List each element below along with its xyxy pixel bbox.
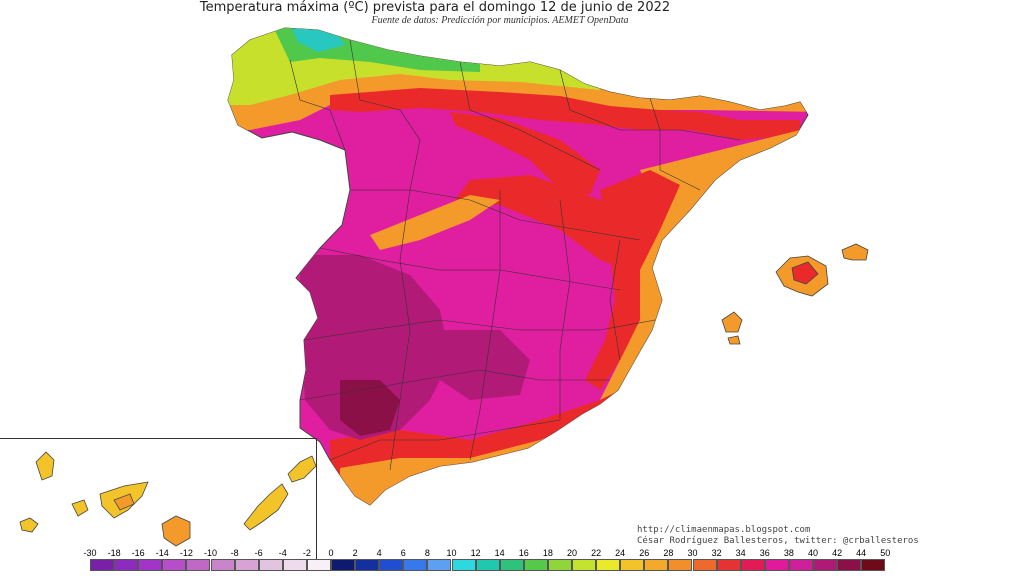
legend-tick-label: -2 bbox=[302, 548, 311, 558]
legend-color-swatch bbox=[813, 559, 838, 571]
legend-tick-label: 38 bbox=[783, 548, 794, 558]
legend-tick-label: 12 bbox=[470, 548, 481, 558]
legend-color-swatch bbox=[861, 559, 886, 571]
legend-tick-label: 18 bbox=[542, 548, 553, 558]
legend-tick-label: 2 bbox=[352, 548, 358, 558]
legend-tick-label: 8 bbox=[424, 548, 430, 558]
legend-tick-label: -14 bbox=[155, 548, 169, 558]
legend-color-swatch bbox=[355, 559, 380, 571]
legend-tick-label: 50 bbox=[880, 548, 891, 558]
legend-tick-label: -6 bbox=[254, 548, 263, 558]
legend-color-swatch bbox=[379, 559, 404, 571]
legend-tick-label: 30 bbox=[687, 548, 698, 558]
legend-color-swatch bbox=[668, 559, 693, 571]
legend-color-swatch bbox=[764, 559, 789, 571]
legend-tick-label: 36 bbox=[759, 548, 770, 558]
legend-tick-label: -8 bbox=[230, 548, 239, 558]
legend-tick-label: 0 bbox=[328, 548, 334, 558]
legend-color-swatch bbox=[837, 559, 862, 571]
legend-color-swatch bbox=[475, 559, 500, 571]
legend-color-swatch bbox=[258, 559, 283, 571]
legend-color-swatch bbox=[644, 559, 669, 571]
color-legend: -30 -18 -16 -14 -12 -10 -8 -6 -4 -2 0 2 4 6 8 10 12 14 16 1… bbox=[0, 548, 1024, 576]
legend-color-swatch bbox=[138, 559, 163, 571]
legend-color-swatch bbox=[186, 559, 211, 571]
legend-tick-label: -4 bbox=[278, 548, 287, 558]
legend-tick-label: 42 bbox=[832, 548, 843, 558]
legend-tick-label: 40 bbox=[807, 548, 819, 558]
legend-color-swatch bbox=[162, 559, 187, 571]
legend-tick-label: -18 bbox=[107, 548, 121, 558]
peninsula bbox=[227, 27, 809, 506]
legend-color-swatch bbox=[547, 559, 572, 571]
legend-tick-label: 44 bbox=[856, 548, 867, 558]
legend-color-swatch bbox=[716, 559, 741, 571]
legend-tick-label: 34 bbox=[735, 548, 746, 558]
legend-tick-label: -30 bbox=[83, 548, 97, 558]
legend-color-swatch bbox=[427, 559, 452, 571]
legend-color-swatch bbox=[114, 559, 139, 571]
map-subtitle: Fuente de datos: Predicción por municipi… bbox=[371, 15, 629, 26]
legend-color-swatch bbox=[331, 559, 356, 571]
credit-author: César Rodríguez Ballesteros, twitter: @c… bbox=[637, 536, 919, 546]
legend-color-swatch bbox=[90, 559, 115, 571]
temperature-map bbox=[19, 27, 869, 547]
legend-color-swatch bbox=[692, 559, 717, 571]
legend-color-swatch bbox=[451, 559, 476, 571]
legend-tick-label: 10 bbox=[446, 548, 457, 558]
canary-islands bbox=[19, 451, 317, 547]
map-title: Temperatura máxima (ºC) prevista para el… bbox=[199, 0, 671, 15]
legend-tick-label: 6 bbox=[400, 548, 406, 558]
legend-tick-label: 26 bbox=[639, 548, 650, 558]
legend-tick-label: 14 bbox=[494, 548, 505, 558]
legend-color-swatch bbox=[306, 559, 331, 571]
legend-color-swatch bbox=[620, 559, 645, 571]
canary-islands-frame bbox=[0, 438, 317, 559]
legend-color-swatch bbox=[596, 559, 621, 571]
legend-tick-label: 20 bbox=[566, 548, 578, 558]
legend-tick-label: 32 bbox=[711, 548, 722, 558]
legend-color-swatch bbox=[282, 559, 307, 571]
legend-tick-label: 22 bbox=[591, 548, 602, 558]
legend-tick-label: 24 bbox=[615, 548, 626, 558]
balearic-islands bbox=[721, 243, 869, 345]
legend-color-swatch bbox=[403, 559, 428, 571]
legend-tick-label: 16 bbox=[518, 548, 529, 558]
legend-tick-label: 28 bbox=[663, 548, 674, 558]
legend-tick-label: -10 bbox=[203, 548, 218, 558]
credit-website: http://climaenmapas.blogspot.com bbox=[637, 525, 811, 535]
legend-color-swatch bbox=[210, 559, 235, 571]
legend-color-swatch bbox=[523, 559, 548, 571]
legend-color-swatch bbox=[788, 559, 813, 571]
legend-color-swatch bbox=[572, 559, 597, 571]
legend-color-swatch bbox=[740, 559, 765, 571]
legend-tick-label: -16 bbox=[131, 548, 145, 558]
legend-color-swatch bbox=[234, 559, 259, 571]
legend-color-swatch bbox=[499, 559, 524, 571]
legend-tick-label: -12 bbox=[179, 548, 193, 558]
legend-tick-label: 4 bbox=[376, 548, 382, 558]
